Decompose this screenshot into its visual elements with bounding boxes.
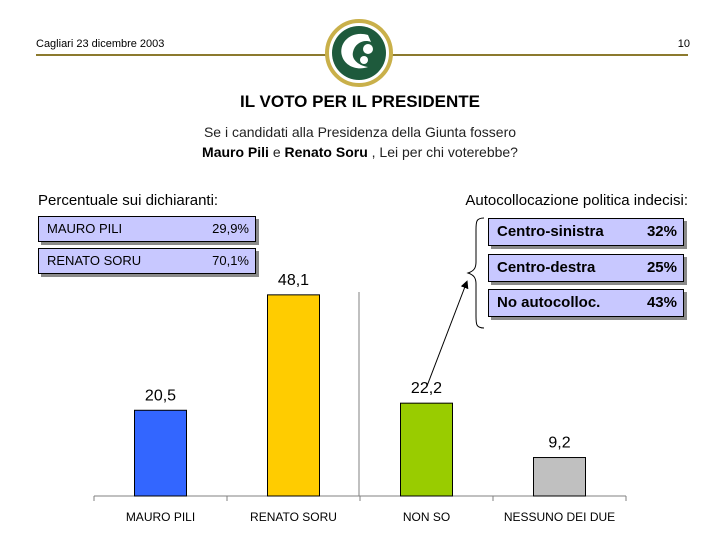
question-tail: , Lei per chi voterebbe? [371,144,518,160]
category-label: NON SO [403,510,450,524]
question-line1: Se i candidati alla Presidenza della Giu… [203,124,517,140]
question-line2: Mauro Pili e Renato Soru , Lei per chi v… [0,144,720,160]
declared-row-name: RENATO SORU [47,253,142,268]
declared-row-pct: 70,1% [212,253,249,268]
value-label: 9,2 [548,435,570,452]
undecided-row-name: No autocolloc. [497,294,601,311]
value-label: 22,2 [411,380,442,397]
declared-label: Percentuale sui dichiaranti: [38,192,219,209]
undecided-row-pct: 25% [646,259,677,276]
bar-2 [400,402,453,497]
curly-brace-icon [466,217,485,329]
bar-0 [134,409,187,497]
candidate2-name: Renato Soru [284,144,368,160]
value-label: 20,5 [145,387,176,404]
value-label: 48,1 [278,272,309,289]
undecided-row-name: Centro-sinistra [497,223,604,240]
undecided-row-name: Centro-destra [497,259,596,276]
declared-row-name: MAURO PILI [47,221,123,236]
bar-3 [533,457,586,497]
declared-row-soru: RENATO SORU 70,1% [38,248,256,274]
undecided-row-pct: 43% [646,294,677,311]
undecided-row-centrosinistra: Centro-sinistra 32% [488,218,684,246]
arrow-icon [426,280,469,387]
conjunction: e [272,144,281,160]
page-number: 10 [677,38,690,50]
undecided-row-pct: 32% [646,223,677,240]
undecided-label: Autocollocazione politica indecisi: [465,192,688,209]
page-title: IL VOTO PER IL PRESIDENTE [240,92,480,111]
category-label: NESSUNO DEI DUE [504,510,615,524]
category-label: RENATO SORU [250,510,337,524]
bar-1 [267,294,320,497]
declared-row-pili: MAURO PILI 29,9% [38,216,256,242]
candidate1-name: Mauro Pili [202,144,269,160]
category-label: MAURO PILI [126,510,195,524]
undecided-row-centrodestra: Centro-destra 25% [488,254,684,282]
undecided-row-noautocolloc: No autocolloc. 43% [488,289,684,317]
logo-icon [324,18,394,88]
header-date: Cagliari 23 dicembre 2003 [36,38,165,50]
declared-row-pct: 29,9% [212,221,249,236]
